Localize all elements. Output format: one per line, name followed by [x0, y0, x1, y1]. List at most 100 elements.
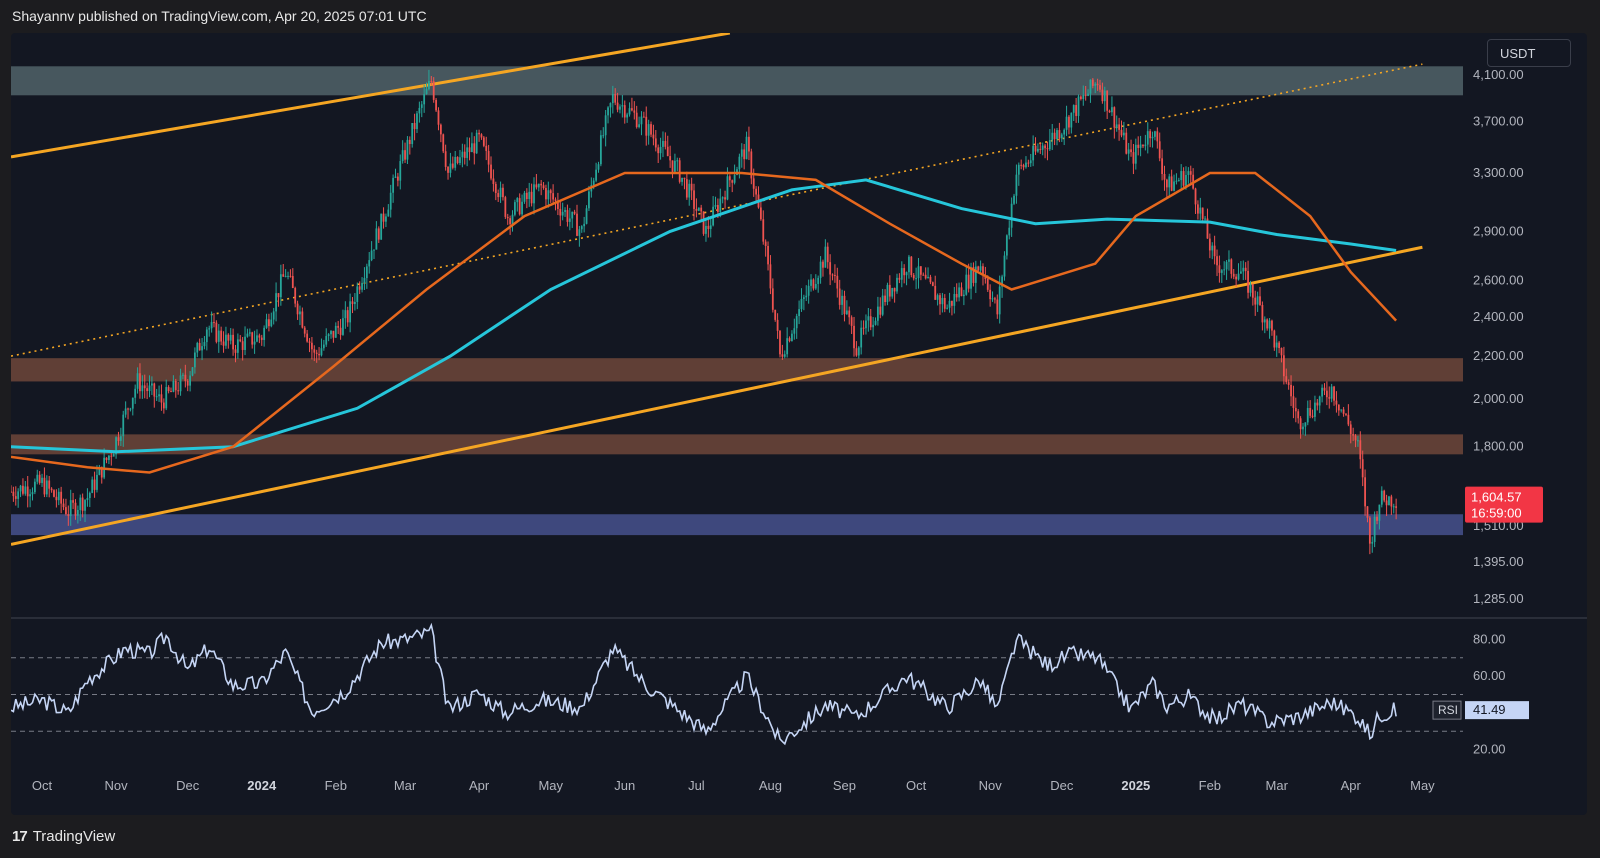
- candle-body: [248, 332, 251, 334]
- candle-body: [943, 297, 946, 309]
- candle-body: [1146, 131, 1149, 145]
- candle-body: [182, 374, 184, 376]
- rsi-tick-label: 80.00: [1473, 631, 1506, 646]
- candle-body: [631, 108, 633, 111]
- candle-body: [678, 160, 681, 182]
- candle-body: [1185, 174, 1187, 186]
- candle-body: [523, 192, 526, 202]
- price-chart[interactable]: 4,100.00 3,700.00 3,300.00 2,900.00 2,600.00…: [11, 33, 1587, 815]
- candle-body: [1173, 181, 1175, 191]
- candle-body: [1111, 107, 1113, 113]
- candle-body: [497, 193, 500, 198]
- rsi-value-label: 41.49: [1473, 702, 1506, 717]
- candle-body: [834, 275, 836, 277]
- candle-body: [528, 191, 531, 199]
- candle-body: [1122, 132, 1125, 136]
- price-tick-label: 2,000.00: [1473, 391, 1524, 406]
- candle-body: [504, 197, 507, 217]
- zone-support-1800: [11, 434, 1463, 455]
- candle-body: [1175, 180, 1178, 182]
- candle-body: [1371, 541, 1374, 544]
- candle-body: [695, 208, 698, 211]
- candle-body: [1156, 131, 1159, 142]
- candle-body: [1017, 164, 1020, 175]
- candle-body: [724, 197, 726, 200]
- candle-body: [301, 311, 304, 328]
- candle-body: [1368, 517, 1371, 544]
- candle-body: [1103, 90, 1106, 102]
- candle-body: [862, 327, 865, 329]
- candle-body: [174, 380, 177, 391]
- candle-body: [67, 514, 70, 517]
- candle-body: [76, 509, 79, 516]
- candle-body: [919, 266, 922, 275]
- candle-body: [65, 507, 67, 515]
- candle-body: [134, 388, 137, 398]
- candle-body: [275, 293, 277, 312]
- price-tick-label: 2,400.00: [1473, 309, 1524, 324]
- candle-body: [898, 277, 901, 280]
- candle-body: [79, 497, 82, 510]
- candle-body: [908, 256, 910, 273]
- candle-body: [611, 93, 614, 104]
- candle-body: [387, 209, 390, 217]
- last-price-value: 1,604.57: [1471, 490, 1522, 505]
- currency-selector[interactable]: USDT: [1487, 39, 1571, 67]
- candle-body: [1333, 386, 1335, 401]
- candle-body: [50, 488, 53, 491]
- candle-body: [745, 136, 748, 160]
- candle-body: [62, 503, 65, 508]
- candle-body: [416, 113, 418, 130]
- candle-body: [685, 179, 688, 198]
- candle-body: [1199, 207, 1202, 214]
- price-tick-label: 2,200.00: [1473, 348, 1524, 363]
- candle-body: [279, 274, 282, 298]
- candle-body: [855, 348, 858, 356]
- candle-body: [1005, 235, 1008, 256]
- candle-body: [26, 486, 29, 497]
- candle-body: [592, 180, 595, 185]
- candle-body: [1142, 144, 1144, 147]
- candle-body: [1154, 131, 1156, 137]
- candle-body: [193, 352, 196, 368]
- price-tick-label: 3,700.00: [1473, 113, 1524, 128]
- candle-body: [1237, 273, 1240, 280]
- candle-body: [57, 491, 60, 501]
- candle-body: [1383, 490, 1386, 501]
- candle-body: [487, 150, 490, 165]
- candle-body: [542, 185, 545, 189]
- candle-body: [141, 385, 144, 392]
- candle-body: [1201, 207, 1204, 219]
- candle-body: [313, 349, 316, 353]
- candle-body: [994, 298, 996, 300]
- candle-body: [1280, 348, 1283, 356]
- candle-body: [213, 322, 215, 324]
- candle-body: [924, 274, 927, 279]
- candle-body: [1072, 105, 1075, 113]
- candle-body: [1345, 413, 1347, 415]
- candle-body: [325, 336, 328, 345]
- candle-body: [1120, 129, 1123, 136]
- candle-body: [1228, 259, 1230, 262]
- candle-body: [17, 491, 20, 499]
- candle-body: [463, 151, 466, 158]
- candle-body: [989, 289, 992, 300]
- channel-line-upper: [11, 33, 731, 159]
- candle-body: [776, 319, 779, 331]
- time-tick-label: Feb: [1199, 778, 1221, 793]
- candle-body: [191, 367, 194, 376]
- candle-body: [1075, 105, 1078, 116]
- candle-body: [91, 479, 94, 493]
- candle-body: [779, 330, 781, 355]
- candle-body: [578, 229, 581, 236]
- candle-body: [664, 140, 667, 147]
- candle-body: [1349, 424, 1352, 435]
- candle-body: [139, 373, 141, 392]
- time-tick-label: Nov: [979, 778, 1003, 793]
- candle-body: [752, 178, 755, 189]
- footer: 17 TradingView: [12, 828, 115, 845]
- candle-body: [857, 347, 860, 356]
- candle-body: [1216, 256, 1218, 266]
- candle-body: [614, 93, 617, 103]
- candle-body: [568, 218, 571, 222]
